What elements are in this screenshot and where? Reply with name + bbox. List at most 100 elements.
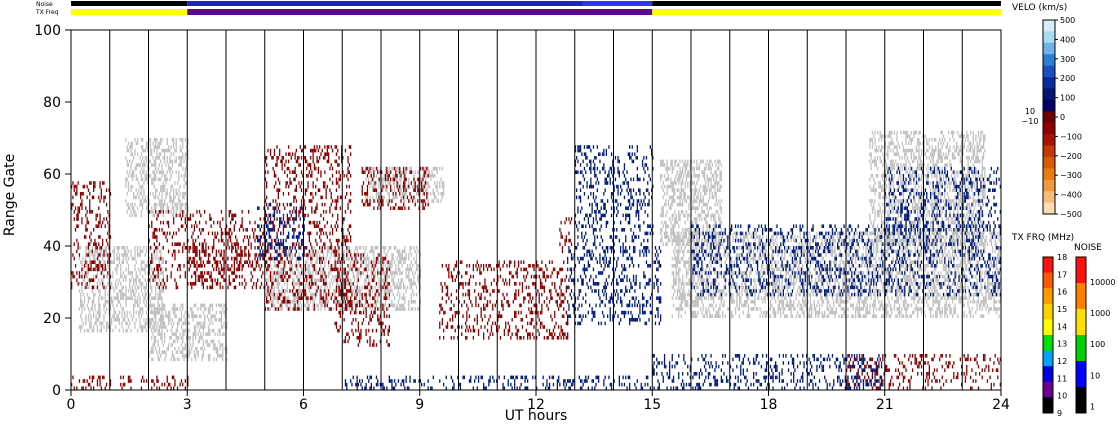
data-cell	[187, 328, 189, 333]
data-cell	[294, 296, 296, 300]
data-cell	[201, 336, 203, 340]
data-cell	[399, 296, 401, 300]
data-cell	[400, 303, 402, 308]
data-cell	[202, 303, 204, 308]
data-cell	[935, 285, 937, 290]
data-cell	[98, 296, 100, 300]
data-cell	[706, 314, 708, 318]
data-cell	[775, 278, 777, 282]
data-cell	[170, 184, 172, 189]
data-cell	[207, 328, 210, 333]
data-cell	[164, 336, 166, 340]
data-cell	[220, 343, 223, 347]
data-cell	[857, 264, 859, 268]
data-cell	[182, 354, 184, 358]
data-cell	[875, 253, 877, 257]
data-cell	[169, 159, 171, 164]
data-cell	[125, 303, 127, 308]
data-cell	[815, 314, 817, 318]
data-cell	[926, 264, 928, 268]
data-cell	[213, 339, 215, 344]
data-cell	[134, 253, 136, 257]
data-cell	[884, 303, 887, 308]
data-cell	[399, 267, 401, 272]
data-cell	[848, 282, 850, 286]
data-cell	[933, 300, 936, 304]
data-cell	[189, 350, 192, 354]
data-cell	[266, 292, 268, 297]
data-cell	[791, 303, 794, 308]
data-cell	[914, 292, 916, 297]
data-cell	[725, 256, 728, 261]
data-cell	[741, 271, 743, 275]
data-cell	[406, 264, 409, 268]
data-cell	[736, 300, 738, 304]
data-cell	[105, 246, 108, 250]
data-cell	[760, 249, 763, 254]
data-cell	[384, 253, 387, 257]
data-cell	[118, 310, 121, 315]
data-cell	[147, 174, 149, 178]
data-cell	[102, 285, 104, 290]
data-cell	[158, 267, 161, 272]
data-cell	[688, 289, 690, 293]
data-cell	[147, 325, 149, 329]
data-cell	[879, 307, 881, 311]
data-cell	[198, 339, 201, 344]
data-cell	[139, 300, 141, 304]
data-cell	[822, 314, 825, 318]
data-cell	[374, 296, 376, 300]
data-cell	[675, 296, 677, 300]
data-cell	[133, 307, 135, 311]
data-cell	[825, 246, 827, 250]
data-cell	[719, 314, 721, 318]
data-cell	[410, 267, 412, 272]
data-cell	[777, 296, 779, 300]
data-cell	[853, 253, 856, 257]
data-cell	[434, 195, 436, 200]
data-cell	[174, 181, 176, 185]
data-cell	[192, 314, 194, 318]
data-cell	[160, 314, 162, 318]
data-cell	[355, 292, 357, 297]
data-cell	[401, 303, 403, 308]
data-cell	[846, 282, 848, 286]
data-cell	[891, 274, 893, 279]
data-cell	[826, 296, 828, 300]
data-cell	[413, 274, 415, 279]
data-cell	[117, 256, 119, 261]
data-cell	[335, 282, 338, 286]
data-cell	[838, 231, 840, 236]
data-cell	[383, 285, 385, 290]
data-cell	[193, 325, 195, 329]
data-cell	[786, 300, 788, 304]
data-cell	[800, 242, 803, 246]
data-cell	[818, 235, 821, 239]
data-cell	[361, 253, 363, 257]
data-cell	[790, 278, 792, 282]
data-cell	[206, 339, 208, 344]
data-cell	[311, 285, 313, 290]
data-cell	[164, 188, 166, 192]
data-cell	[865, 274, 867, 279]
data-cell	[873, 246, 875, 250]
data-cell	[865, 246, 867, 250]
data-cell	[381, 271, 383, 275]
data-cell	[357, 271, 359, 275]
data-cell	[866, 271, 868, 275]
data-cell	[174, 332, 176, 336]
data-cell	[319, 300, 321, 304]
data-cell	[390, 267, 392, 272]
data-cell	[145, 145, 148, 149]
data-cell	[904, 238, 906, 243]
data-cell	[747, 246, 750, 250]
data-cell	[915, 235, 918, 239]
data-cell	[99, 292, 101, 297]
data-cell	[167, 318, 170, 322]
data-cell	[147, 177, 149, 182]
data-cell	[381, 177, 383, 182]
data-cell	[264, 292, 267, 297]
data-cell	[723, 300, 725, 304]
data-cell	[136, 246, 139, 250]
data-cell	[339, 282, 341, 286]
